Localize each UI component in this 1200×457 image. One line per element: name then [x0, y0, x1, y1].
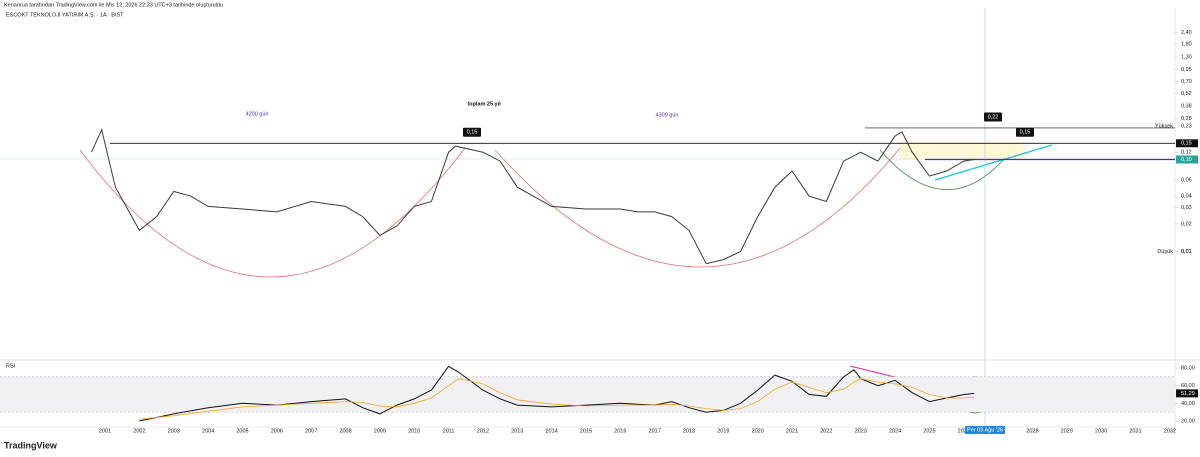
x-tick-label: 2008 — [339, 428, 351, 434]
y-tick-label: 0,02 — [1181, 221, 1192, 227]
x-tick-label: 2004 — [202, 428, 214, 434]
y-tick-label: 0,70 — [1181, 79, 1192, 85]
price-line — [90, 128, 975, 265]
marker-value: 0,23 — [1181, 124, 1192, 130]
y-tick-label: 2,40 — [1181, 30, 1192, 36]
value-tag — [1176, 389, 1198, 398]
price-tag — [1176, 139, 1198, 148]
y-tick-label: 20,00 — [1181, 418, 1195, 424]
x-tick-label: 2006 — [271, 428, 283, 434]
y-tick-label: 0,01 — [1181, 249, 1192, 255]
y-tick-label: 1,80 — [1181, 41, 1192, 47]
callout — [463, 127, 481, 137]
y-tick-label: 40,00 — [1181, 401, 1195, 407]
x-tick-label: 2002 — [133, 428, 145, 434]
x-tick-label: 2031 — [1129, 428, 1141, 434]
crosshair-label: Per 03 Ağu '26 — [967, 427, 1003, 433]
y-tick-label: 1,30 — [1181, 54, 1192, 60]
y-tick-label: 0,38 — [1181, 104, 1192, 110]
x-tick-label: 2003 — [168, 428, 180, 434]
x-tick-label: 2005 — [236, 428, 248, 434]
x-tick-label: 2028 — [1026, 428, 1038, 434]
x-tick-label: 2012 — [477, 428, 489, 434]
small-arc — [879, 149, 1006, 190]
x-tick-label: 2017 — [649, 428, 661, 434]
callout-label: 0,15 — [1020, 130, 1031, 136]
x-tick-label: 2029 — [1061, 428, 1073, 434]
x-tick-label: 2020 — [752, 428, 764, 434]
y-tick-label: 60,00 — [1181, 383, 1195, 389]
callout-label: 0,22 — [988, 114, 999, 120]
price-tag — [1176, 155, 1198, 164]
callout — [984, 112, 1002, 122]
marker-value: 0,01 — [1181, 249, 1192, 255]
y-tick-label: 0,12 — [1181, 150, 1192, 156]
x-tick-label: 2030 — [1095, 428, 1107, 434]
x-tick-label: 2014 — [545, 428, 557, 434]
x-tick-label: 2016 — [614, 428, 626, 434]
rsi-line — [139, 378, 975, 420]
x-tick-label: 2023 — [855, 428, 867, 434]
x-tick-label: 2021 — [786, 428, 798, 434]
y-tick-label: 0,95 — [1181, 67, 1192, 73]
rsi-title: RSI — [6, 363, 16, 369]
x-tick-label: 2010 — [408, 428, 420, 434]
x-tick-label: 2009 — [374, 428, 386, 434]
zone — [900, 142, 1025, 160]
x-tick-label: 2024 — [889, 428, 901, 434]
marker-name: Yüksek — [1155, 124, 1173, 130]
callout — [1016, 127, 1034, 137]
logo: TradingView — [4, 440, 58, 450]
x-tick-label: 2013 — [511, 428, 523, 434]
y-tick-label: 0,06 — [1181, 177, 1192, 183]
y-tick-label: 80,00 — [1181, 365, 1195, 371]
y-tick-label: 0,03 — [1181, 205, 1192, 211]
trend-line — [934, 144, 1053, 181]
x-tick-label: 2019 — [717, 428, 729, 434]
callout-label: 0,15 — [467, 130, 478, 136]
x-tick-label: 2032 — [1164, 428, 1176, 434]
y-tick-label: 0,04 — [1181, 194, 1192, 200]
x-tick-label: 2026 — [958, 428, 970, 434]
cup-arc — [79, 147, 466, 278]
x-tick-label: 2011 — [443, 428, 455, 434]
marker-name: Düşük — [1157, 249, 1173, 255]
rsi-band — [0, 376, 1175, 413]
x-tick-label: 2018 — [683, 428, 695, 434]
annotation: toplam 25 yıl — [467, 101, 501, 107]
cup-arc — [494, 147, 901, 268]
price-tag-label: 0,15 — [1181, 141, 1192, 147]
price-tag-label: 0,10 — [1181, 157, 1192, 163]
x-tick-label: 2015 — [580, 428, 592, 434]
crosshair-box — [965, 426, 1005, 434]
x-tick-label: 2022 — [820, 428, 832, 434]
header-text: Kenanrua tarafından TradingView.com ile … — [4, 2, 223, 8]
symbol-title: ESCOKT TEKNOLOJİ YATIRIM A.Ş. · 1A · BIS… — [6, 11, 124, 18]
x-tick-label: 2007 — [305, 428, 317, 434]
annotation: 4200 gün — [246, 111, 269, 117]
x-tick-label: 2001 — [99, 428, 111, 434]
x-tick-label: 2025 — [923, 428, 935, 434]
annotation: 4300 gün — [656, 112, 679, 118]
y-tick-label: 0,52 — [1181, 91, 1192, 97]
value-tag-label: 51,29 — [1181, 391, 1195, 397]
y-tick-label: 0,28 — [1181, 116, 1192, 122]
